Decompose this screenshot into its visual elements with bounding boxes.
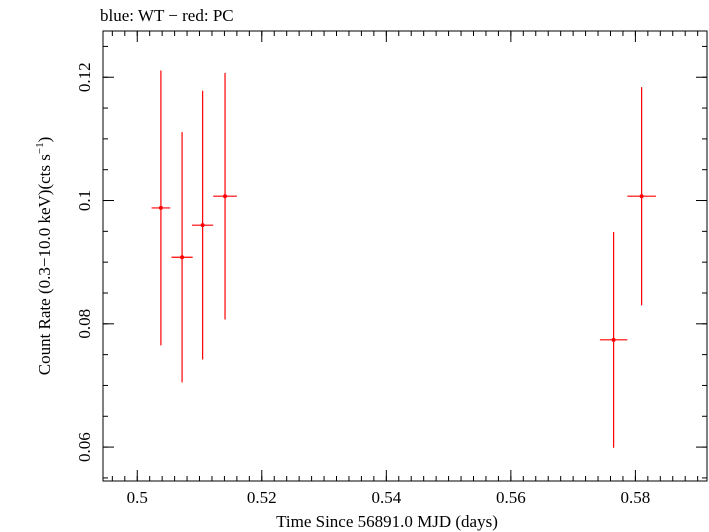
data-series-pc [151,70,656,448]
x-tick-label: 0.52 [247,488,277,507]
y-tick-label: 0.12 [75,62,94,92]
data-point [192,90,214,360]
point-marker [223,194,228,199]
point-marker [200,223,205,228]
data-point [213,72,237,320]
chart-title: blue: WT − red: PC [100,6,234,25]
point-marker [158,205,163,210]
x-tick-label: 0.5 [127,488,148,507]
x-axis: 0.5 0.52 0.54 0.56 0.58 [111,31,699,507]
y-axis-label-main: Count Rate (0.3−10.0 keV)(cts s [35,154,54,375]
y-axis-label-end: ) [35,137,54,143]
y-axis: 0.06 0.08 0.1 0.12 [75,45,707,479]
x-tick-label: 0.54 [371,488,401,507]
y-tick-label: 0.1 [75,190,94,211]
x-axis-label: Time Since 56891.0 MJD (days) [276,512,498,531]
data-point [599,231,628,448]
x-tick-label: 0.56 [496,488,526,507]
point-marker [180,255,185,260]
point-marker [611,337,616,342]
data-point [151,70,171,346]
y-axis-label: Count Rate (0.3−10.0 keV)(cts s−1) [34,137,54,376]
y-tick-label: 0.08 [75,309,94,339]
data-point [627,87,656,306]
y-axis-label-superscript: −1 [34,142,46,154]
plot-frame [102,30,708,482]
data-point [171,132,193,383]
y-tick-label: 0.06 [75,432,94,462]
x-tick-label: 0.58 [621,488,651,507]
point-marker [639,194,644,199]
